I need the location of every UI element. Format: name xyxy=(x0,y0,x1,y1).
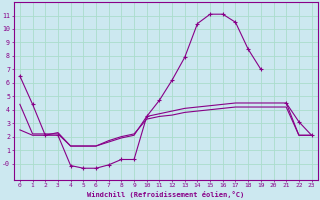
X-axis label: Windchill (Refroidissement éolien,°C): Windchill (Refroidissement éolien,°C) xyxy=(87,191,244,198)
